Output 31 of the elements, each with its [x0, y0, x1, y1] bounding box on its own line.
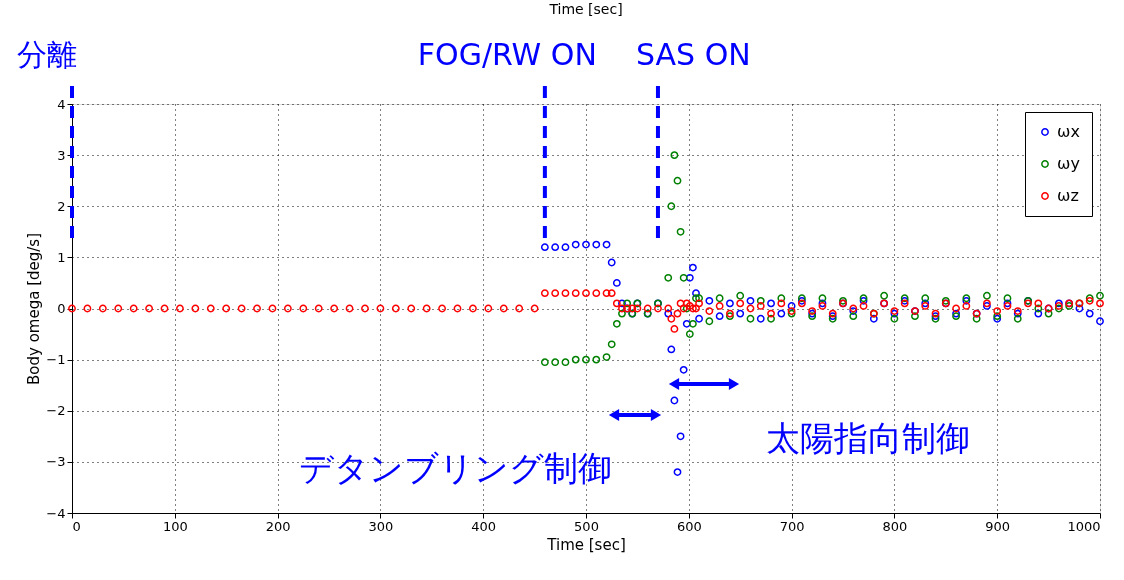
- x-tick-label: 300: [368, 518, 394, 534]
- x-axis-title: Time [sec]: [546, 535, 626, 554]
- y-tick-label: −2: [46, 403, 66, 419]
- ref-line-label: 分離: [17, 37, 77, 72]
- annotation: 太陽指向制御: [766, 418, 970, 458]
- y-tick-label: −1: [46, 352, 66, 368]
- ref-line-label: SAS ON: [635, 37, 751, 72]
- x-tick-label: 400: [471, 518, 497, 534]
- y-tick-label: 1: [57, 249, 66, 265]
- x-tick-label: 600: [676, 518, 702, 534]
- legend-label: ωz: [1057, 186, 1079, 205]
- y-axis-title: Body omega [deg/s]: [25, 233, 44, 385]
- y-tick-label: 0: [57, 301, 66, 316]
- x-tick-label: 900: [985, 518, 1011, 534]
- legend-label: ωx: [1057, 122, 1080, 141]
- x-tick-label: 100: [162, 518, 188, 534]
- legend-label: ωy: [1057, 154, 1080, 173]
- annotation: デタンブリング制御: [298, 448, 612, 488]
- y-tick-label: 3: [57, 147, 66, 163]
- x-tick-label: 1000: [1067, 518, 1101, 534]
- ref-line-label: FOG/RW ON: [417, 37, 597, 72]
- x-tick-label: 200: [265, 518, 291, 534]
- x-tick-label: 700: [779, 518, 805, 534]
- x-tick-label: 0: [72, 518, 81, 534]
- y-tick-label: 2: [57, 198, 66, 214]
- y-tick-label: 4: [57, 96, 66, 112]
- x-tick-label: 800: [882, 518, 908, 534]
- x-tick-label: 500: [574, 518, 599, 534]
- y-tick-label: −3: [46, 454, 66, 470]
- chart-title: Time [sec]: [548, 1, 623, 17]
- y-tick-label: −4: [46, 505, 66, 521]
